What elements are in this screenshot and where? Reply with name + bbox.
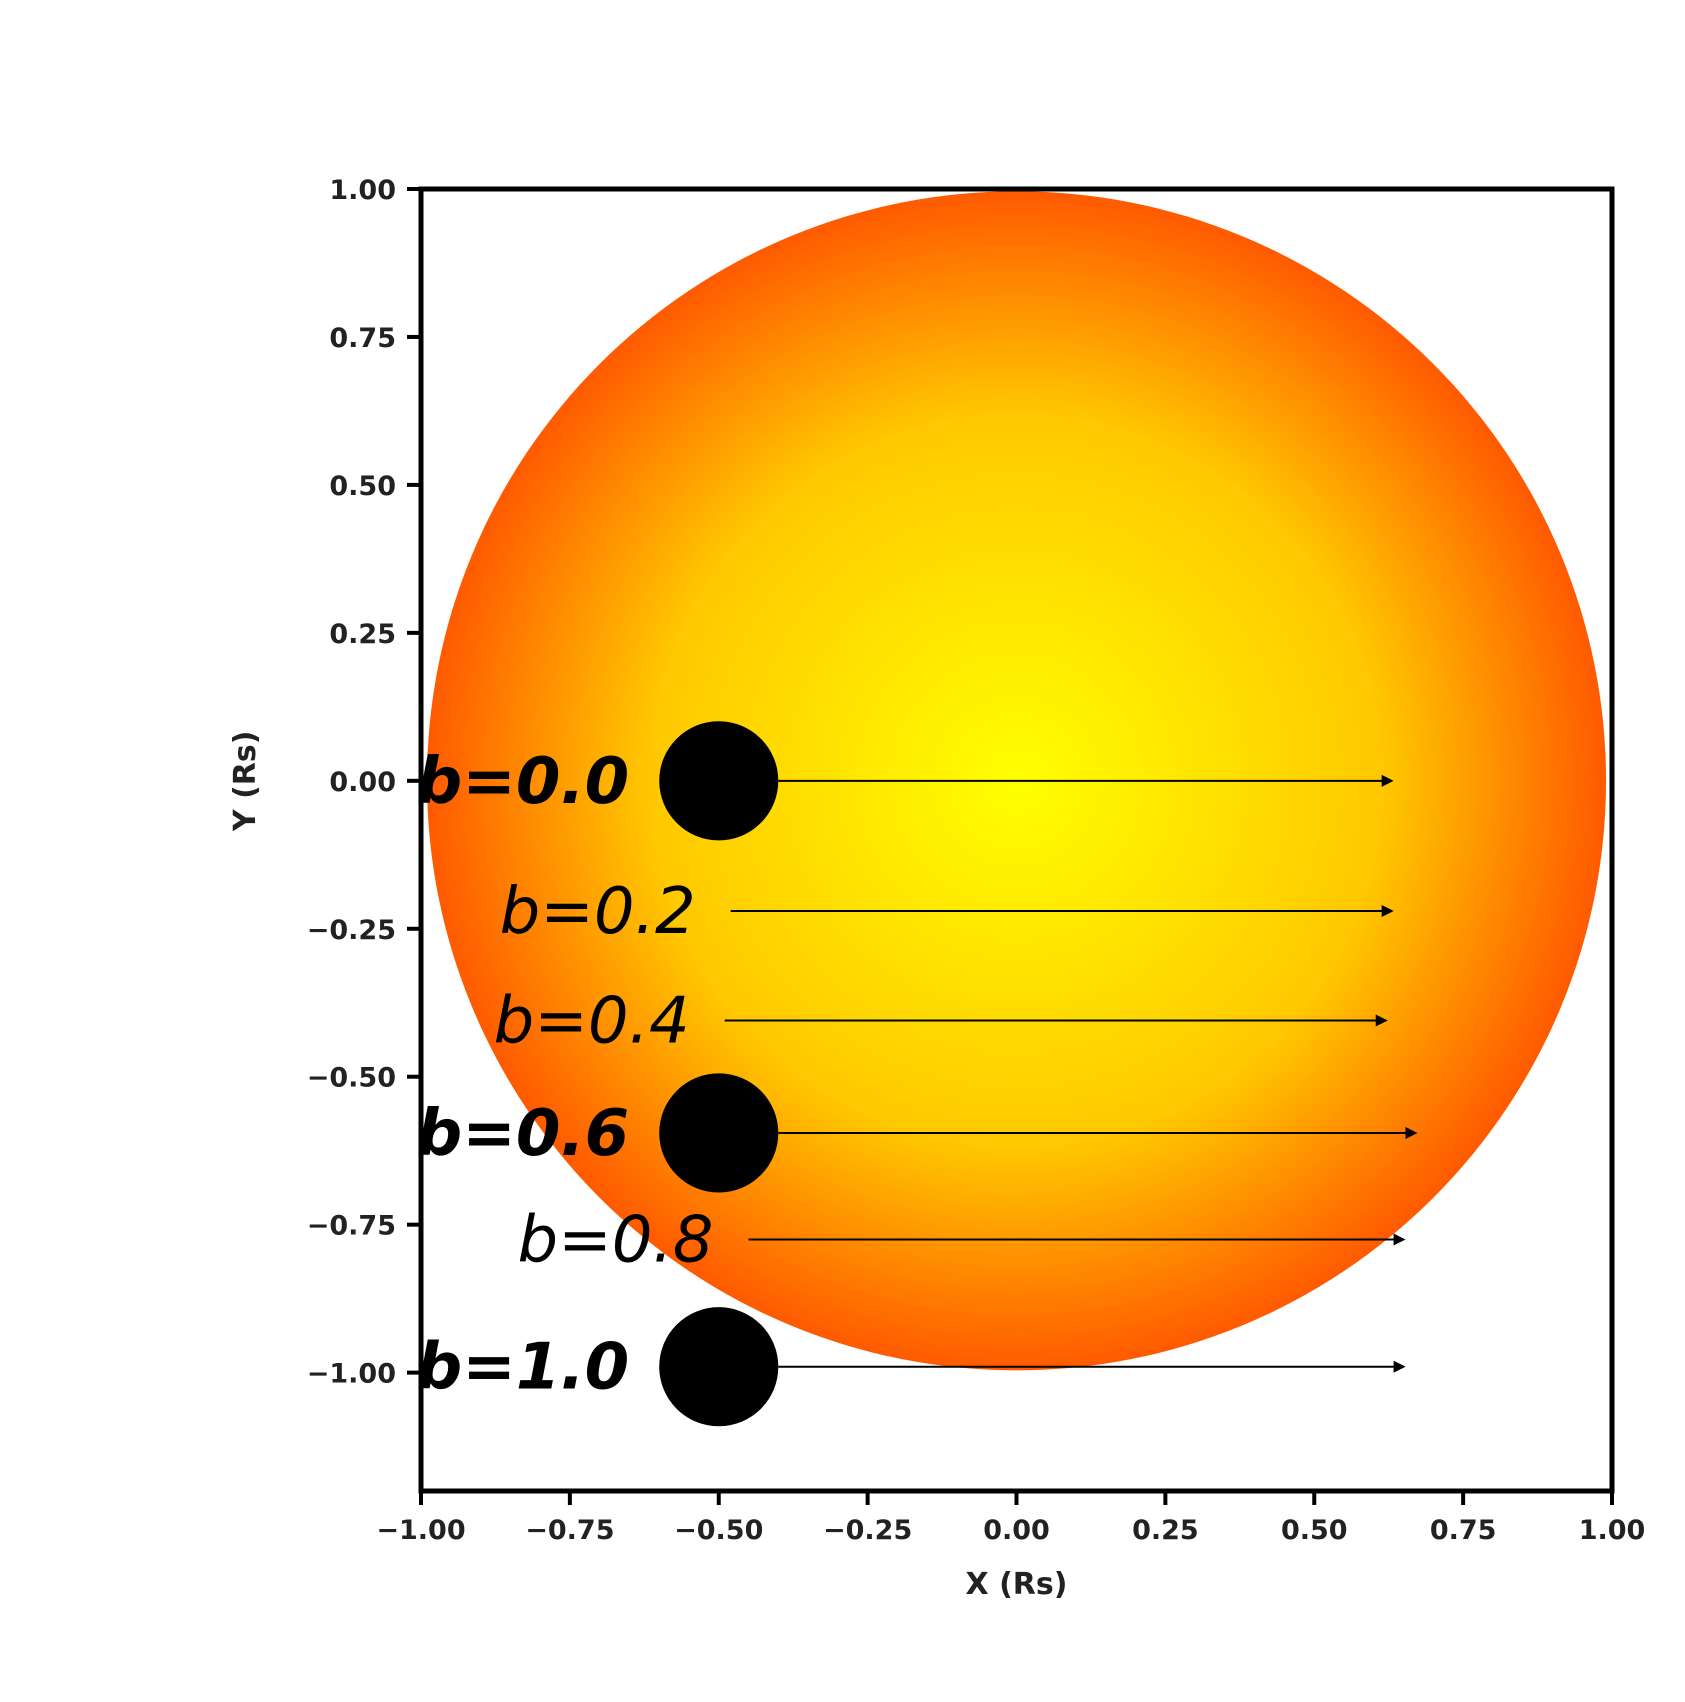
planet-disk xyxy=(659,1307,779,1427)
x-tick-label: −0.75 xyxy=(525,1515,614,1546)
planet-disk xyxy=(659,1073,779,1193)
x-tick-label: −1.00 xyxy=(376,1515,465,1546)
y-tick-label: −0.75 xyxy=(307,1211,396,1242)
x-tick-label: 0.00 xyxy=(983,1515,1050,1546)
x-tick-label: 0.75 xyxy=(1430,1515,1497,1546)
impact-parameter-label: b=0.6 xyxy=(416,1097,629,1171)
x-axis-label: X (Rs) xyxy=(966,1567,1068,1602)
y-tick-label: 0.50 xyxy=(329,471,396,502)
y-tick-label: −0.25 xyxy=(307,915,396,946)
x-tick-label: −0.50 xyxy=(674,1515,763,1546)
impact-parameter-label: b=0.8 xyxy=(517,1203,713,1277)
impact-parameter-label: b=1.0 xyxy=(416,1331,629,1405)
x-tick-label: 1.00 xyxy=(1579,1515,1646,1546)
impact-parameter-labels: b=0.0 b=0.2 b=0.4 b=0.6 b=0.8 b=1.0 xyxy=(416,745,713,1405)
y-tick-label: −1.00 xyxy=(307,1359,396,1390)
y-tick-label: −0.50 xyxy=(307,1063,396,1094)
y-tick-label: 0.75 xyxy=(329,323,396,354)
x-tick-label: 0.25 xyxy=(1132,1515,1199,1546)
y-tick-label: 0.00 xyxy=(329,767,396,798)
y-tick-label: 0.25 xyxy=(329,619,396,650)
x-tick-label: 0.50 xyxy=(1281,1515,1348,1546)
impact-parameter-label: b=0.0 xyxy=(416,745,629,819)
axis-ticks: −1.00 −0.75 −0.50 −0.25 0.00 0.25 0.50 0.75 1.00… xyxy=(307,175,1646,1546)
impact-parameter-label: b=0.2 xyxy=(500,875,696,949)
x-tick-label: −0.25 xyxy=(823,1515,912,1546)
y-axis-label: Y (Rs) xyxy=(228,731,263,833)
impact-parameter-label: b=0.4 xyxy=(494,985,690,1059)
planet-disk xyxy=(659,721,779,841)
y-tick-label: 1.00 xyxy=(329,175,396,206)
plot-area xyxy=(426,191,1607,1427)
